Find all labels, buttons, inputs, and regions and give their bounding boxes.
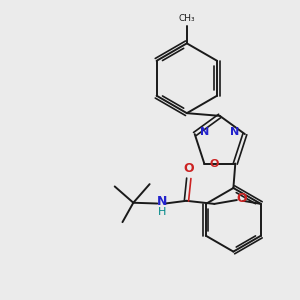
Text: N: N [230,127,239,137]
Text: CH₃: CH₃ [178,14,195,23]
Text: O: O [184,162,194,175]
Text: O: O [210,159,219,169]
Text: N: N [157,195,167,208]
Text: O: O [236,192,247,205]
Text: H: H [158,207,166,218]
Text: N: N [200,127,209,137]
